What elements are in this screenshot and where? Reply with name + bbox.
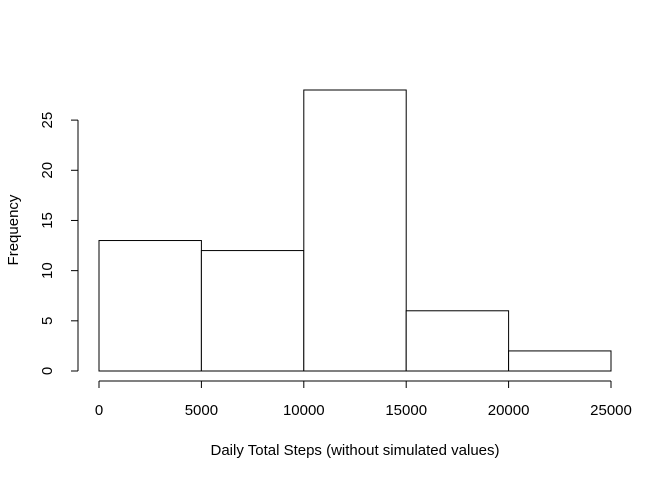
x-tick-label: 0	[95, 402, 103, 419]
y-tick-label: 10	[39, 262, 56, 279]
y-tick-label: 20	[39, 162, 56, 179]
bar	[98, 240, 202, 372]
y-tick-label: 15	[39, 212, 56, 229]
x-tick-label: 10000	[283, 402, 325, 419]
bar	[200, 250, 305, 372]
y-tick-label: 25	[39, 112, 56, 129]
x-tick-label: 20000	[488, 402, 530, 419]
x-tick-label: 5000	[185, 402, 218, 419]
y-axis-label: Frequency	[5, 194, 22, 265]
x-tick-label: 15000	[385, 402, 427, 419]
y-tick-label: 5	[39, 317, 56, 325]
bar	[508, 350, 612, 372]
y-tick-label: 0	[39, 367, 56, 375]
bar	[405, 310, 510, 372]
x-tick-label: 25000	[590, 402, 632, 419]
x-axis-label: Daily Total Steps (without simulated val…	[210, 442, 499, 459]
bar	[303, 89, 407, 372]
